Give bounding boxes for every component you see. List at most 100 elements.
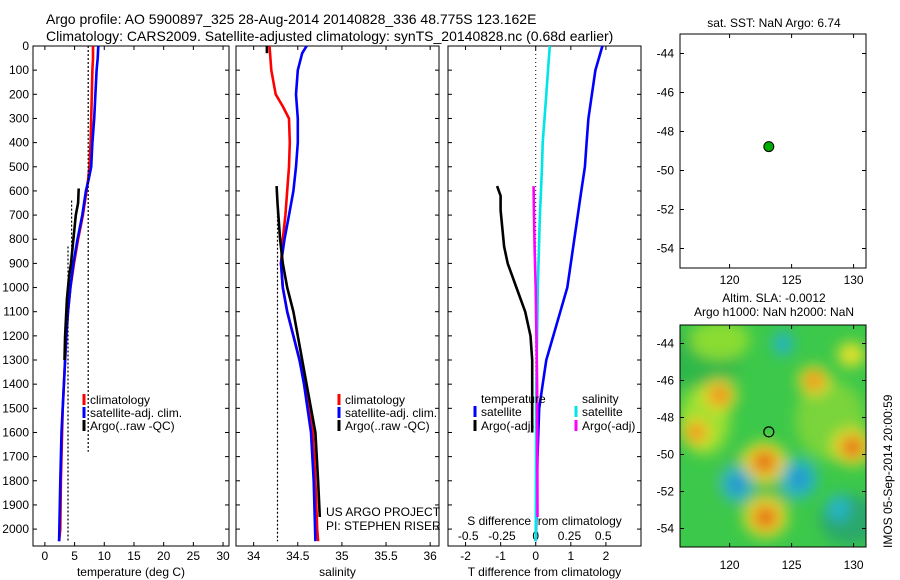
sla-field-blur	[680, 325, 866, 545]
x-tick-label: 130	[844, 273, 864, 287]
x-tick-label: 34.5	[286, 549, 310, 563]
pi-annotation: PI: STEPHEN RISER	[326, 519, 441, 533]
sla-negative-anomaly	[772, 331, 793, 356]
legend-label-sal-satellite: satellite	[582, 405, 623, 419]
argo-float-marker	[763, 426, 775, 438]
legend-label-sal-argo: Argo(-adj)	[582, 419, 635, 433]
y-tick-label: 1500	[2, 401, 29, 415]
y-tick-label: 1400	[2, 377, 29, 391]
argo-float-point	[763, 141, 775, 153]
x-tick-label: -2	[460, 549, 471, 563]
y-tick-label: -50	[657, 164, 675, 178]
sla-map-subtitle: Argo h1000: NaN h2000: NaN	[694, 305, 854, 319]
x-tick-label: 0	[532, 549, 539, 563]
y-tick-label: 2000	[2, 522, 29, 536]
sst-map-panel: 120 125 130 -44 -46 -48 -50 -52 -54	[657, 33, 867, 287]
legend-title-salinity: salinity	[582, 392, 619, 406]
x-tick-label: 120	[720, 273, 740, 287]
sst-map-title: sat. SST: NaN Argo: 6.74	[707, 16, 841, 30]
sla-positive-anomaly-peak	[760, 512, 771, 523]
x-tick-label: 25	[187, 549, 201, 563]
secondary-x-tick-label: 0.25	[558, 529, 582, 543]
sst-map-frame	[679, 33, 867, 269]
salinity-panel: 34 34.5 35 35.5 36 salinity	[235, 45, 440, 579]
x-tick-label: 1	[567, 549, 574, 563]
sla-positive-anomaly-core	[803, 371, 824, 390]
x-tick-label: 0	[42, 549, 49, 563]
sla-positive-anomaly	[837, 342, 865, 367]
salinity-frame	[235, 45, 440, 547]
imos-watermark: IMOS 05-Sep-2014 20:00:59	[881, 394, 895, 548]
y-tick-label: -44	[657, 47, 675, 61]
x-tick-label: 30	[216, 549, 230, 563]
y-tick-label: 1800	[2, 474, 29, 488]
y-tick-label: -44	[657, 337, 675, 351]
x-axis-label: T difference from climatology	[468, 565, 622, 579]
sla-positive-anomaly-peak	[847, 442, 858, 453]
y-tick-label: 100	[9, 63, 29, 77]
temperature-panel: 0100200300400500600700800900100011001200…	[2, 39, 230, 579]
x-tick-label: 120	[720, 558, 740, 572]
x-tick-label: 34	[247, 549, 261, 563]
header-line-1: Argo profile: AO 5900897_325 28-Aug-2014…	[46, 11, 537, 27]
x-tick-label: 15	[127, 549, 141, 563]
y-tick-label: -48	[657, 411, 675, 425]
x-tick-label: 36	[423, 549, 437, 563]
y-tick-label: -46	[657, 374, 675, 388]
y-tick-label: -52	[657, 203, 675, 217]
temperature-legend: climatology satellite-adj. clim. Argo(..…	[82, 393, 182, 433]
temperature-series-argo-raw-qc	[63, 188, 80, 361]
y-tick-label: 1600	[2, 425, 29, 439]
x-tick-label: 5	[71, 549, 78, 563]
sla-negative-anomaly-core	[794, 471, 805, 486]
y-tick-label: 200	[9, 87, 29, 101]
x-tick-label: 10	[98, 549, 112, 563]
x-tick-label: 2	[603, 549, 610, 563]
legend-label-argo: Argo(..raw -QC)	[90, 419, 175, 433]
x-axis-label: salinity	[319, 565, 356, 579]
sla-negative-anomaly	[827, 494, 851, 522]
y-tick-label: 1700	[2, 450, 29, 464]
y-tick-label: -54	[657, 522, 675, 536]
y-tick-label: -48	[657, 125, 675, 139]
legend-label-satellite: satellite-adj. clim.	[345, 406, 437, 420]
x-tick-label: 20	[157, 549, 171, 563]
salinity-legend: climatology satellite-adj. clim. Argo(..…	[326, 393, 441, 533]
differences-panel: -2 -1 0 1 2 T difference from climatology -0.5…	[447, 45, 642, 579]
sla-positive-anomaly-core	[686, 423, 706, 442]
differences-series-salinity-argo-adj	[532, 186, 539, 518]
y-tick-label: 1100	[3, 305, 29, 319]
differences-series-temperature-satellite	[534, 45, 604, 542]
secondary-x-axis-label: S difference from climatology	[467, 514, 622, 528]
legend-label-climatology: climatology	[345, 393, 405, 407]
y-tick-label: 800	[9, 232, 29, 246]
project-annotation: US ARGO PROJECT	[326, 505, 441, 519]
sla-field	[680, 325, 866, 545]
y-tick-label: 400	[9, 136, 29, 150]
y-tick-label: 1200	[2, 329, 29, 343]
y-tick-label: 1000	[2, 281, 29, 295]
y-tick-label: 300	[9, 111, 29, 125]
secondary-x-tick-label: 0.5	[595, 529, 612, 543]
legend-label-satellite: satellite-adj. clim.	[90, 406, 182, 420]
y-tick-label: -54	[657, 242, 675, 256]
y-tick-label: 1900	[2, 498, 29, 512]
difference-legend: temperature satellite Argo(-adj) salinit…	[473, 392, 635, 433]
x-axis-label: temperature (deg C)	[77, 565, 185, 579]
header-line-2: Climatology: CARS2009. Satellite-adjuste…	[46, 28, 614, 44]
y-tick-label: -50	[657, 448, 675, 462]
secondary-x-tick-label: -0.5	[458, 529, 479, 543]
sla-negative-anomaly-core	[732, 477, 743, 492]
legend-label-temp-argo: Argo(-adj)	[481, 419, 534, 433]
y-tick-label: -52	[657, 485, 675, 499]
sla-positive-anomaly-core	[708, 385, 731, 406]
y-tick-label: 500	[9, 160, 29, 174]
differences-series-temperature-argo-adj	[495, 185, 534, 433]
x-tick-label: -1	[495, 549, 506, 563]
legend-label-temp-satellite: satellite	[481, 405, 522, 419]
y-tick-label: 700	[9, 208, 29, 222]
temperature-series-satellite-adj-clim	[57, 45, 100, 542]
y-tick-label: 1300	[2, 353, 29, 367]
y-tick-label: 0	[22, 39, 29, 53]
